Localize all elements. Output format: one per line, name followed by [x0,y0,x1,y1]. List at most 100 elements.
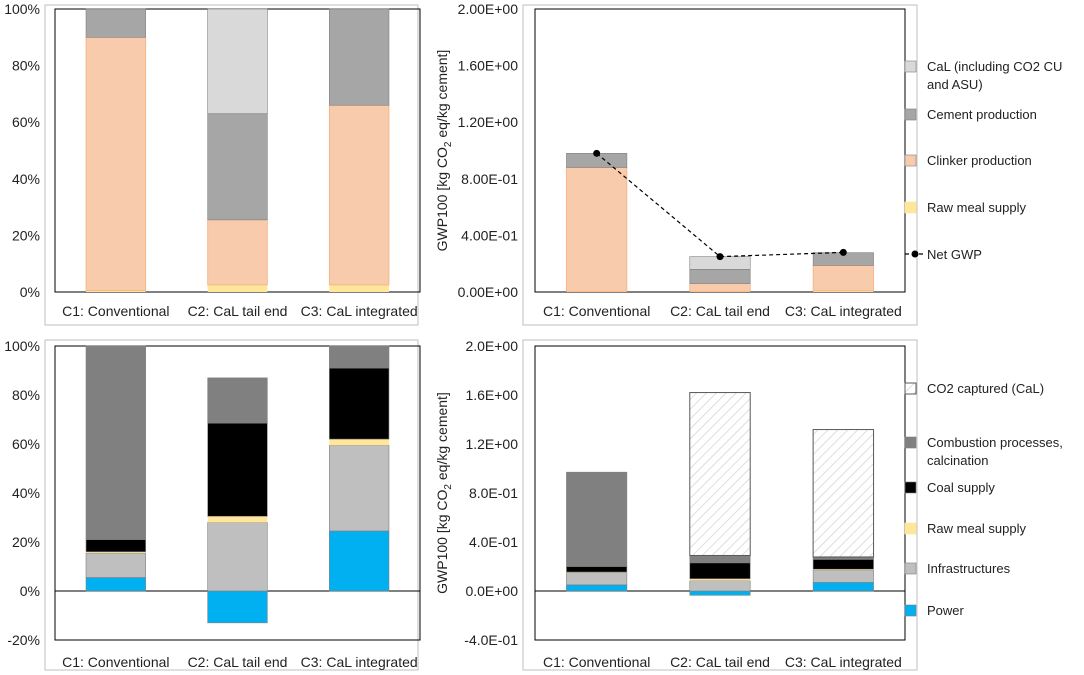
bar-segment [207,422,268,517]
bar-segment [328,104,390,286]
y-tick-label: 1.60E+00 [458,58,519,74]
panel-frame [522,339,918,671]
net-gwp-point [593,149,601,157]
chart-panel-top-left: 0% 20% 40% 60% 80% 100% C1: Conventional C2: Ca… [4,1,421,326]
bar-segment [689,283,751,292]
y-tick-label: 0% [20,583,40,599]
legend-label: and ASU) [927,77,983,92]
legend-label: CaL (including CO2 CU [927,59,1062,74]
y-tick-label: 60% [12,436,40,452]
bar-segment [207,284,268,292]
legend-label: Raw meal supply [927,200,1026,215]
legend-swatch [904,604,917,617]
y-tick-label: 1.2E+00 [465,436,518,452]
legend-label: Clinker production [927,153,1032,168]
y-axis-label: GWP100 [kg CO2 eq/kg cement] [434,392,454,594]
legend-swatch [904,522,917,535]
legend: CO2 captured (CaL) Combustion processes, c… [904,381,1063,618]
y-tick-label: 4.00E-01 [461,227,518,243]
x-category-label: C1: Conventional [62,303,169,319]
y-tick-label: 8.00E-01 [461,171,518,187]
bar-segment [812,569,874,583]
y-tick-label: 20% [12,227,40,243]
bar-segment [329,8,390,106]
x-category-label: C1: Conventional [62,654,169,670]
y-tick-label: 40% [12,171,40,187]
bar-segment [85,36,147,291]
chart-panel-top-right: 0.00E+00 4.00E-01 8.00E-01 1.20E+00 1.60E+00… [434,1,1062,326]
panel-frame [522,4,918,326]
net-gwp-line [596,152,844,258]
legend-label: Net GWP [927,247,982,262]
legend-swatch [904,201,917,214]
y-tick-label: 2.00E+00 [458,1,519,17]
y-tick-label: 0.0E+00 [465,583,518,599]
legend-label: calcination [927,453,988,468]
plot-area [54,345,421,641]
x-category-label: C2: CaL tail end [188,654,288,670]
bar-segment [85,577,146,592]
bar-segment [207,516,268,523]
bar-segment [86,290,146,292]
legend-label: Coal supply [927,480,995,495]
bar-segment [329,284,389,292]
bar-segment [689,269,751,284]
bar-segment [812,582,874,592]
net-gwp-point [716,253,724,261]
bar-segment [85,539,146,553]
bar-segment [812,264,874,292]
y-tick-label: 80% [12,58,40,74]
y-axis-label: GWP100 [kg CO2 eq/kg cement] [434,50,454,252]
bar-segment [85,345,146,540]
bar-segment [812,429,875,558]
y-tick-label: 4.0E-01 [469,534,518,550]
y-tick-label: 100% [4,338,40,354]
y-tick-label: 20% [12,534,40,550]
bar-segment [813,569,874,571]
legend-label: Infrastructures [927,561,1011,576]
y-tick-label: 40% [12,485,40,501]
bar-segment [207,522,268,592]
bar-segment [813,290,874,292]
x-category-label: C2: CaL tail end [188,303,288,319]
legend-swatch [904,60,917,73]
y-tick-label: 100% [4,1,40,17]
bar-segment [86,551,146,554]
y-tick-label: 80% [12,387,40,403]
legend-swatch [904,436,917,449]
y-tick-label: 1.6E+00 [465,387,518,403]
bar-segment [689,392,751,556]
legend-label: CO2 captured (CaL) [927,381,1044,396]
bar-segment [689,578,751,581]
legend-label: Power [927,603,965,618]
bar-segment [329,367,390,440]
chart-panel-bottom-left: -20% 0% 20% 40% 60% 80% 100% C1: Conventional C2… [4,338,421,671]
legend-label: Combustion processes, [927,435,1063,450]
bar-segment [329,444,390,532]
bar-segment [207,377,268,424]
bar-segment [207,590,268,624]
bar-segment [566,572,628,586]
x-category-label: C2: CaL tail end [670,303,770,319]
bar-segment [329,530,390,592]
bar-segment [566,471,628,567]
legend-swatch [904,481,917,494]
bar-segment [566,566,628,573]
bar-segment [566,584,628,592]
bar-segment [689,590,751,596]
bar-segment [689,555,751,564]
legend: CaL (including CO2 CU and ASU) Cement prod… [904,59,1062,262]
bar-segment [329,345,390,369]
bar-segment [566,167,628,292]
y-tick-label: 2.0E+00 [465,338,518,354]
x-category-label: C3: CaL integrated [301,303,418,319]
legend-swatch [904,154,917,167]
bar-segment [207,219,268,286]
chart-panel-bottom-right: -4.0E-01 0.0E+00 4.0E-01 8.0E-01 1.2E+00 1.6E… [434,338,1063,671]
bar-segment [85,552,146,578]
y-tick-label: 8.0E-01 [469,485,518,501]
x-category-label: C3: CaL integrated [785,654,902,670]
bar-segment [207,113,268,221]
bar-segment [812,559,874,570]
panel-frame [44,4,419,326]
